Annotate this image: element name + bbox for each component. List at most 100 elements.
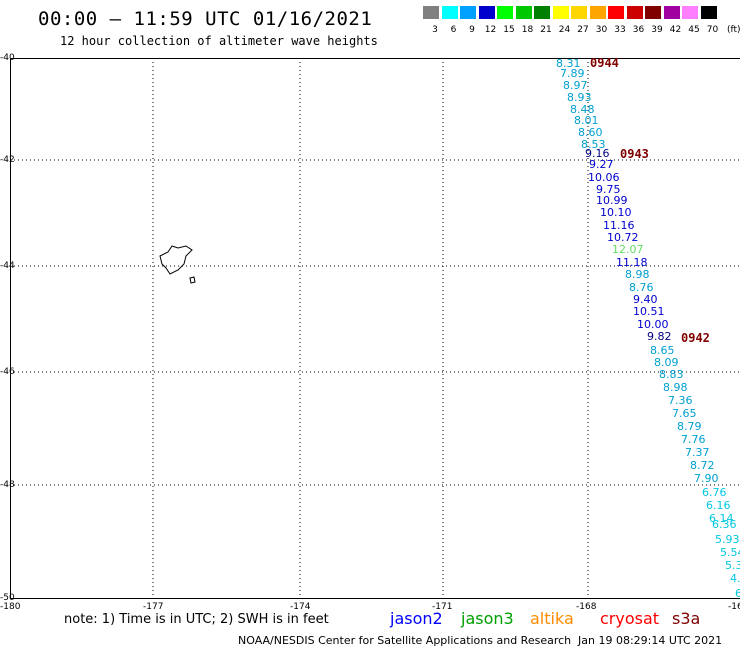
legend-swatch	[645, 6, 661, 19]
legend-level-label: 39	[651, 25, 663, 35]
wave-height-value: 8.48	[570, 103, 595, 116]
latitude-label: -48	[0, 480, 15, 490]
legend-swatch	[682, 6, 698, 19]
wave-height-value: 6.76	[702, 486, 727, 499]
legend-swatch	[700, 6, 717, 19]
wave-height-value: 8.53	[581, 138, 606, 151]
legend-level-label: 36	[632, 25, 645, 35]
wave-height-value: 8.31	[556, 57, 581, 70]
wave-height-value: 8.76	[629, 281, 654, 294]
satellite-name: cryosat	[600, 609, 660, 628]
wave-height-value: 6.36	[712, 518, 737, 531]
latitude-label: -50	[0, 593, 15, 603]
wave-height-value: 10.72	[607, 231, 639, 244]
wave-height-value: 7.36	[668, 394, 693, 407]
longitude-label: -174	[290, 602, 311, 612]
islet-outline	[189, 276, 196, 284]
legend-swatch	[534, 6, 550, 19]
map-frame	[10, 58, 740, 599]
satellite-name: jason2	[390, 609, 443, 628]
legend-swatch	[460, 6, 476, 19]
wave-height-value: 8.09	[654, 356, 679, 369]
legend-swatch	[571, 6, 587, 19]
legend-level-label: 9	[469, 25, 475, 35]
legend-level-label: 45	[688, 25, 700, 35]
wave-height-value: 9.82	[647, 330, 672, 343]
latitude-label: -40	[0, 53, 15, 63]
wave-height-value: 6.14	[709, 512, 734, 525]
latitude-label: -46	[0, 367, 15, 377]
pass-id-label: 0942	[681, 331, 710, 345]
wave-height-value: 10.51	[633, 305, 665, 318]
legend-level-label: 3	[432, 25, 438, 35]
satellite-name: s3a	[672, 609, 701, 628]
wave-height-value: 7.90	[694, 472, 719, 485]
wave-height-value: 11.16	[603, 219, 635, 232]
legend-level-label: 18	[521, 25, 534, 35]
wave-height-value: 9.16	[585, 147, 610, 160]
wave-height-value: 8.65	[650, 344, 675, 357]
legend-swatch	[515, 6, 532, 19]
legend-level-label: 21	[540, 25, 552, 35]
wave-height-value: 10.00	[637, 318, 669, 331]
legend-level-label: 27	[577, 25, 589, 35]
wave-height-value: 6.16	[706, 499, 731, 512]
wave-height-value: 10.99	[596, 194, 628, 207]
wave-height-value: 5.93	[715, 533, 740, 546]
wave-height-value: 5.54	[720, 546, 740, 559]
legend-unit: (ft)	[727, 25, 740, 35]
wave-height-value: 9.75	[596, 183, 621, 196]
wave-height-value: 8.93	[567, 91, 592, 104]
pass-id-label: 0943	[620, 147, 649, 161]
legend-level-label: 15	[503, 25, 515, 35]
wave-height-value: 10.10	[600, 206, 632, 219]
legend-level-label: 42	[669, 25, 682, 35]
legend-swatch	[552, 6, 569, 19]
wave-height-value: 8.98	[625, 268, 650, 281]
legend-level-label: 24	[558, 25, 571, 35]
legend-level-label: 33	[614, 25, 626, 35]
generated-timestamp: Jan 19 08:29:14 UTC 2021	[578, 634, 723, 647]
wave-height-value: 4.	[730, 572, 740, 585]
wave-height-value: 7.37	[685, 446, 710, 459]
map-title: 00:00 – 11:59 UTC 01/16/2021	[38, 8, 373, 30]
map-subtitle: 12 hour collection of altimeter wave hei…	[60, 34, 378, 48]
wave-height-value: 7.89	[560, 67, 585, 80]
wave-height-value: 7.76	[681, 433, 706, 446]
longitude-label: -16	[728, 602, 740, 612]
legend-level-label: 6	[450, 25, 457, 35]
legend-swatch	[441, 6, 458, 19]
island-outline	[159, 245, 193, 275]
satellite-name: jason3	[461, 609, 514, 628]
wave-height-value: 10.06	[588, 171, 620, 184]
legend-level-label: 30	[595, 25, 608, 35]
footnote: note: 1) Time is in UTC; 2) SWH is in fe…	[64, 612, 329, 627]
wave-height-value: 11.18	[616, 256, 648, 269]
longitude-label: -180	[0, 602, 21, 612]
longitude-label: -168	[576, 602, 597, 612]
legend-swatch	[478, 6, 495, 19]
longitude-label: -177	[143, 602, 164, 612]
wave-height-value: 8.01	[574, 114, 599, 127]
wave-height-value: 8.79	[677, 420, 702, 433]
wave-height-value: 6	[735, 587, 740, 600]
legend-level-label: 12	[484, 25, 497, 35]
wave-height-value: 5.3	[725, 559, 740, 572]
wave-height-value: 8.72	[690, 459, 715, 472]
legend-swatch	[589, 6, 606, 19]
latitude-label: -44	[0, 261, 15, 271]
wave-height-value: 12.07	[612, 243, 644, 256]
pass-id-label: 0944	[590, 56, 619, 70]
wave-height-value: 8.97	[563, 79, 588, 92]
wave-height-value: 8.60	[578, 126, 603, 139]
latitude-label: -42	[0, 155, 15, 165]
legend-level-label: 70	[706, 25, 719, 35]
credit-line: NOAA/NESDIS Center for Satellite Applica…	[238, 634, 572, 647]
wave-height-value: 7.65	[672, 407, 697, 420]
legend-swatch	[626, 6, 643, 19]
legend-swatch	[497, 6, 513, 19]
wave-height-value: 8.98	[663, 381, 688, 394]
legend-swatch	[608, 6, 624, 19]
wave-height-value: 8.83	[659, 368, 684, 381]
